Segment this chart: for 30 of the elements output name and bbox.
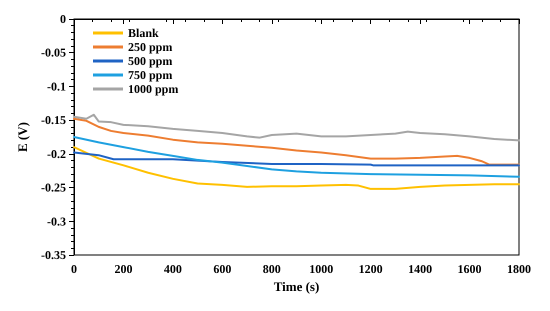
legend-label: 500 ppm <box>128 54 172 68</box>
x-tick-label: 200 <box>114 262 132 276</box>
line-series <box>73 136 520 178</box>
legend-label: 750 ppm <box>128 68 172 82</box>
x-tick-label: 1200 <box>358 262 383 276</box>
y-tick-label: -0.05 <box>41 46 66 60</box>
x-tick-label: 1400 <box>408 262 432 276</box>
x-tick-label: 800 <box>262 262 281 276</box>
x-tick-label: 400 <box>164 262 182 276</box>
y-axis-title: E (V) <box>15 122 30 152</box>
y-tick-label: -0.2 <box>47 146 66 161</box>
legend-label: Blank <box>128 26 160 40</box>
legend-label: 1000 ppm <box>128 82 178 96</box>
x-axis-title: Time (s) <box>274 278 320 294</box>
y-tick-label: -0.15 <box>41 113 66 128</box>
legend-label: 250 ppm <box>128 40 172 54</box>
line-series <box>73 146 520 190</box>
y-tick-label: 0 <box>60 12 66 26</box>
x-tick-label: 1800 <box>507 262 531 276</box>
x-tick-label: 1600 <box>458 262 482 276</box>
y-tick-label: -0.3 <box>47 214 66 228</box>
y-tick-label: -0.35 <box>41 248 66 262</box>
line-series <box>73 152 520 166</box>
y-tick-label: -0.1 <box>47 79 66 94</box>
y-tick-label: -0.25 <box>41 180 66 195</box>
x-tick-label: 0 <box>71 262 77 276</box>
line-series <box>73 118 520 166</box>
line-series <box>73 114 520 142</box>
x-tick-label: 600 <box>213 262 232 276</box>
x-tick-label: 1000 <box>309 262 334 276</box>
